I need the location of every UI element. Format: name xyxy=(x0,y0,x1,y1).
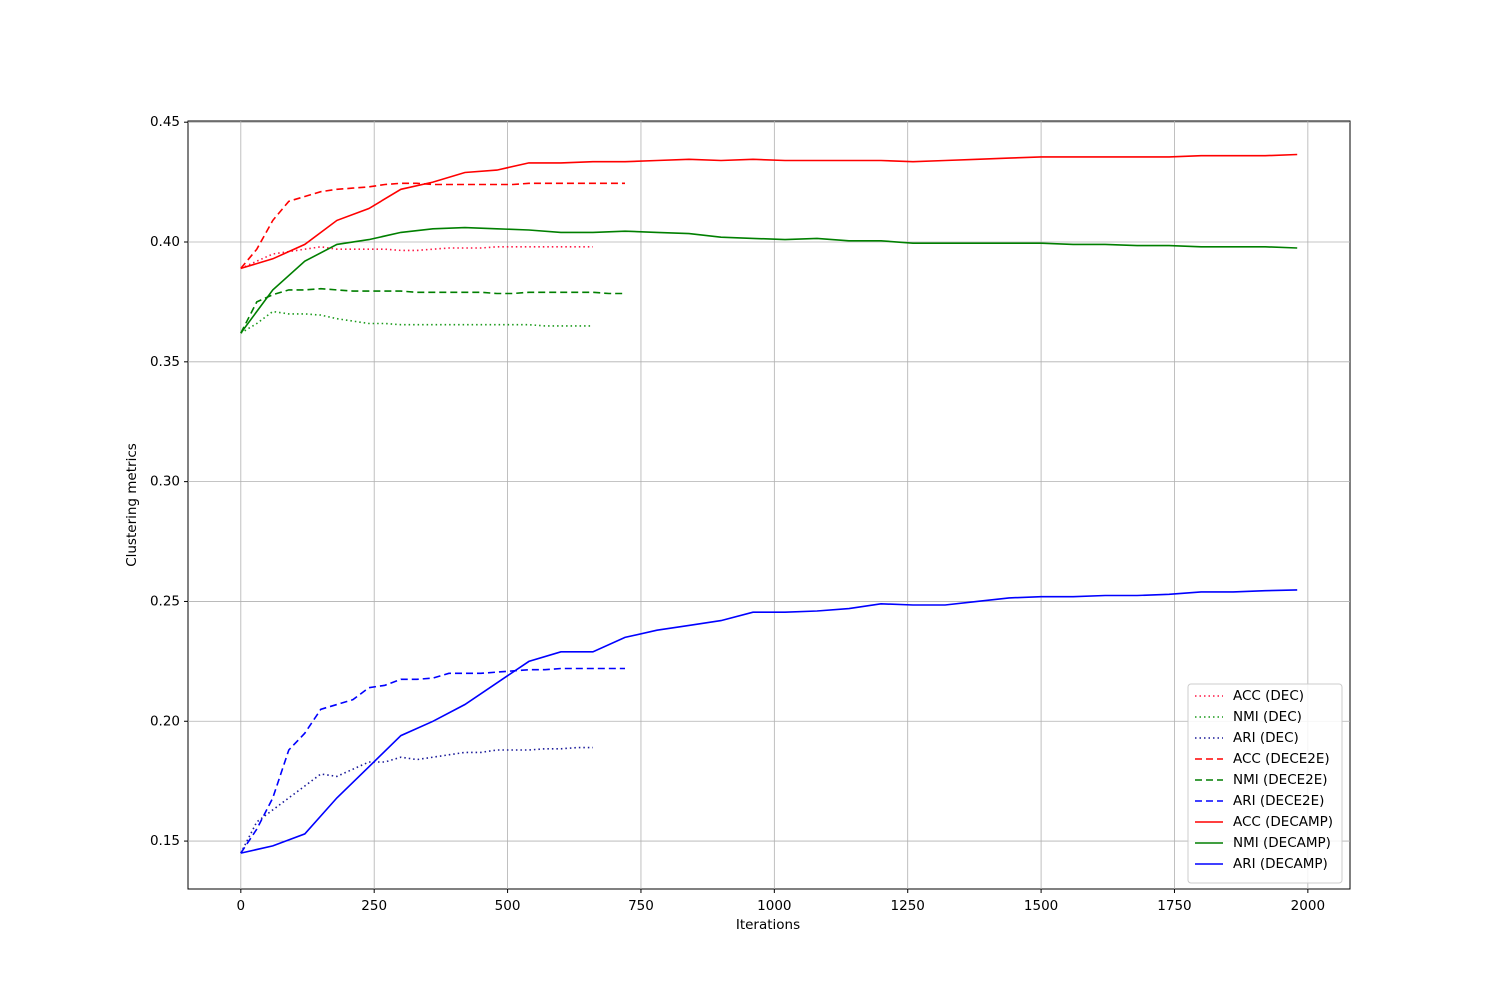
legend-label: ARI (DECE2E) xyxy=(1233,793,1324,809)
plot-frame xyxy=(187,120,1351,890)
x-tick-label: 1250 xyxy=(891,898,925,914)
series-line xyxy=(240,746,593,854)
series-line xyxy=(240,310,593,334)
legend-label: ACC (DECE2E) xyxy=(1233,751,1330,767)
legend-box xyxy=(1187,683,1343,884)
y-tick-label: 0.15 xyxy=(150,833,180,849)
y-tick-label: 0.20 xyxy=(150,713,180,729)
x-tick-label: 750 xyxy=(628,898,654,914)
legend-label: ACC (DECAMP) xyxy=(1233,814,1333,830)
legend-label: NMI (DECE2E) xyxy=(1233,772,1328,788)
x-tick-label: 500 xyxy=(495,898,521,914)
legend-label: NMI (DECAMP) xyxy=(1233,835,1331,851)
legend-label: ACC (DEC) xyxy=(1233,688,1304,704)
y-tick-label: 0.35 xyxy=(150,354,180,370)
legend-label: ARI (DEC) xyxy=(1233,730,1299,746)
x-tick-label: 1500 xyxy=(1024,898,1058,914)
x-tick-label: 250 xyxy=(361,898,387,914)
x-tick-label: 1000 xyxy=(757,898,791,914)
y-tick-label: 0.45 xyxy=(150,114,180,130)
series-line xyxy=(240,287,625,334)
x-tick-label: 0 xyxy=(237,898,246,914)
legend-label: ARI (DECAMP) xyxy=(1233,856,1328,872)
series-line xyxy=(240,182,625,269)
legend-label: NMI (DEC) xyxy=(1233,709,1302,725)
x-tick-label: 2000 xyxy=(1291,898,1325,914)
x-axis-label: Iterations xyxy=(736,917,800,933)
series-line xyxy=(240,245,593,270)
x-tick-label: 1750 xyxy=(1157,898,1191,914)
series-line xyxy=(240,226,1298,334)
y-tick-label: 0.30 xyxy=(150,474,180,490)
y-axis-label: Clustering metrics xyxy=(124,443,140,567)
series-line xyxy=(240,153,1298,270)
series-line xyxy=(240,667,625,854)
y-tick-label: 0.25 xyxy=(150,593,180,609)
series-line xyxy=(240,589,1298,854)
y-tick-label: 0.40 xyxy=(150,234,180,250)
